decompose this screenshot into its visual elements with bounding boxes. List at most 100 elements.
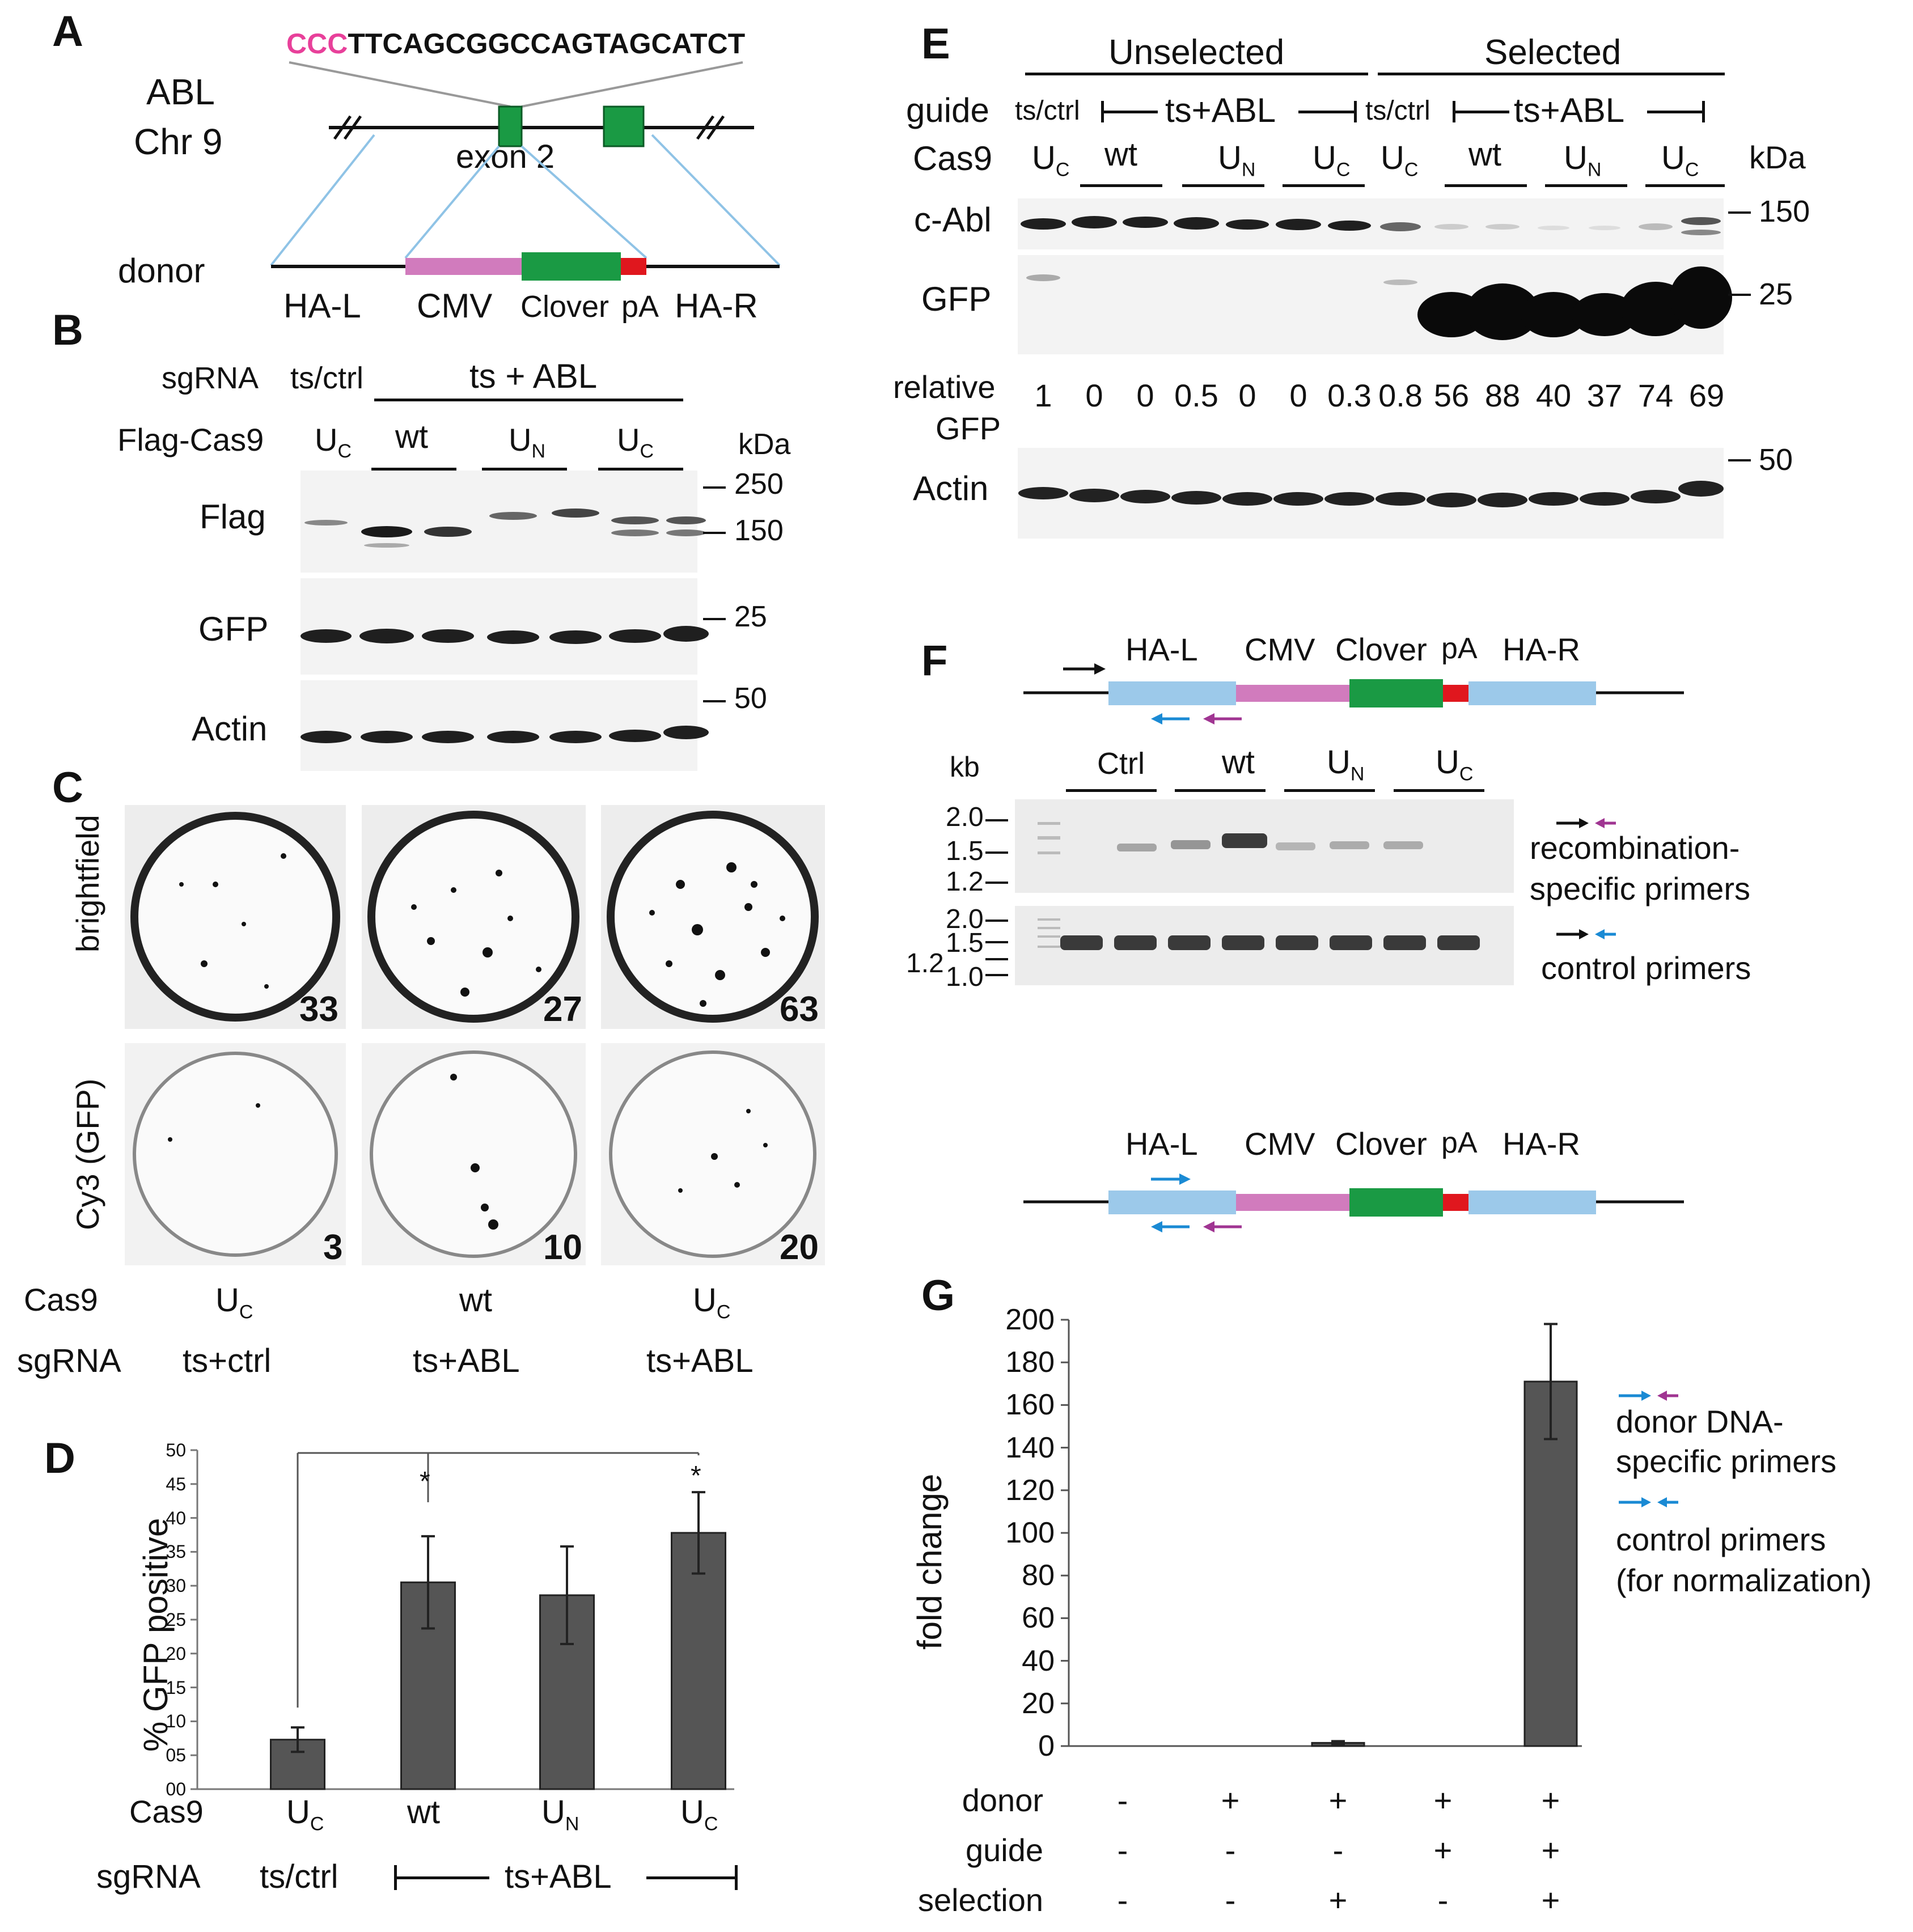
f-cmv-label: CMV <box>1245 632 1315 667</box>
marker-50-b: 50 <box>734 682 767 715</box>
guide-sequence: TTCAGCGGCCAGTAGCATCT <box>348 28 746 60</box>
guide-ctrl-unsel: ts/ctrl <box>1015 96 1080 126</box>
g-row-value: - <box>1117 1882 1128 1918</box>
g-ytick-label: 140 <box>1005 1431 1055 1464</box>
e-cas9-3: UN <box>1218 139 1256 181</box>
d-ytick-label: 15 <box>166 1677 186 1698</box>
g-ytick-label: 200 <box>1005 1303 1055 1336</box>
g-bar <box>1097 1745 1149 1746</box>
relative-gfp-value: 0.8 <box>1378 378 1423 413</box>
g-ytick-label: 160 <box>1005 1388 1055 1422</box>
relative-gfp-value: 1 <box>1034 378 1052 413</box>
blot-row-gfp: GFP <box>198 610 269 648</box>
panel-label-a: A <box>52 7 83 56</box>
d-ytick-label: 20 <box>166 1643 186 1664</box>
g-row-value: - <box>1225 1832 1236 1868</box>
g-ytick-label: 100 <box>1005 1516 1055 1549</box>
e-cas9-2: wt <box>1104 136 1137 173</box>
e-cas9-4: UC <box>1313 139 1351 181</box>
g-har-label: HA-R <box>1503 1126 1580 1162</box>
sgrna-label-d: sgRNA <box>96 1858 201 1895</box>
sgrna-abl-label: ts + ABL <box>469 357 598 395</box>
relative-gfp-value: 0 <box>1085 378 1103 413</box>
g-legend-donor-1: donor DNA- <box>1616 1404 1784 1439</box>
g-bar <box>1417 1745 1469 1746</box>
blot-bands-b <box>301 509 709 743</box>
panel-label-b: B <box>52 306 83 354</box>
d-bars <box>270 1491 726 1790</box>
marker-25-b: 25 <box>734 600 767 633</box>
d-chart <box>191 1449 734 1790</box>
g-row-value: + <box>1221 1782 1240 1818</box>
d-ytick-label: 30 <box>166 1575 186 1596</box>
g-row-value: + <box>1541 1832 1560 1868</box>
g-bar <box>1204 1745 1256 1746</box>
marker-150-e: 150 <box>1759 194 1810 228</box>
ladder-bot-15: 1.5 <box>946 928 984 958</box>
d-ytick-label: 00 <box>166 1779 186 1799</box>
e-cas9-5: UC <box>1381 139 1419 181</box>
f-group-uc: UC <box>1436 744 1474 785</box>
g-construct-diagram <box>1023 1173 1684 1232</box>
relative-label-1: relative <box>893 369 996 405</box>
g-legend-donor-2: specific primers <box>1616 1443 1836 1479</box>
d-ytick-label: 10 <box>166 1711 186 1732</box>
g-ytick-label: 60 <box>1022 1601 1055 1635</box>
ladder-top-20: 2.0 <box>946 802 984 832</box>
g-row-value: - <box>1117 1832 1128 1868</box>
f-group-un: UN <box>1327 744 1365 785</box>
g-row-value: - <box>1437 1882 1449 1918</box>
recomb-label-2: specific primers <box>1530 871 1750 906</box>
cas9-d-1: UC <box>286 1794 324 1835</box>
panel-label-d: D <box>44 1434 75 1482</box>
abl-locus-diagram <box>270 61 781 281</box>
g-bar <box>1523 1380 1578 1747</box>
marker-250: 250 <box>734 468 784 501</box>
count-bright-2: 27 <box>543 990 582 1029</box>
ladder-top-12: 1.2 <box>946 867 984 897</box>
pa-label: pA <box>621 290 659 324</box>
blot-row-flag: Flag <box>200 498 266 536</box>
marker-25-e: 25 <box>1759 277 1793 311</box>
relative-gfp-value: 88 <box>1484 378 1521 413</box>
relative-gfp-value: 0.5 <box>1174 378 1218 413</box>
f-har-label: HA-R <box>1503 632 1580 667</box>
selected-label: Selected <box>1484 33 1622 72</box>
blot-row-actin: Actin <box>192 710 268 748</box>
donor-label: donor <box>118 252 205 290</box>
g-row-value: + <box>1541 1782 1560 1818</box>
cas9-uc-lane: UC <box>315 422 352 463</box>
panel-label-e: E <box>921 20 950 68</box>
kda-label-e: kDa <box>1749 139 1806 175</box>
d-ytick-label: 25 <box>166 1609 186 1630</box>
cas9-un-lane: UN <box>509 422 546 463</box>
colony-dishes <box>130 811 819 1258</box>
ladder-bot-20: 2.0 <box>946 904 984 934</box>
g-ytick-label: 20 <box>1022 1687 1055 1720</box>
gene-name: ABL <box>146 71 215 112</box>
g-hal-label: HA-L <box>1125 1126 1198 1162</box>
relative-gfp-value: 0 <box>1136 378 1154 413</box>
panel-label-g: G <box>921 1272 955 1320</box>
count-cy3-2: 10 <box>543 1228 582 1267</box>
relative-gfp-value: 40 <box>1535 378 1572 413</box>
kb-label: kb <box>950 751 980 783</box>
ladder-bot-12: 1.2 <box>906 948 944 978</box>
g-row-label: selection <box>917 1882 1043 1918</box>
blot-bands-e <box>1018 216 1732 507</box>
e-row-gfp: GFP <box>921 280 992 318</box>
d-ytick-label: 35 <box>166 1541 186 1562</box>
clover-label: Clover <box>520 290 610 324</box>
panel-label-c: C <box>52 764 83 812</box>
guide-ctrl-sel: ts/ctrl <box>1365 96 1430 126</box>
d-bar <box>671 1532 726 1790</box>
ladder-top-15: 1.5 <box>946 836 984 866</box>
d-ytick-label: 05 <box>166 1745 186 1766</box>
count-bright-3: 63 <box>780 990 819 1029</box>
d-ytick-label: 45 <box>166 1473 186 1494</box>
g-bars <box>1097 1323 1578 1747</box>
gfp-blot-b <box>301 578 697 675</box>
cas9-label-e: Cas9 <box>913 139 993 177</box>
control-primers-label-f: control primers <box>1541 950 1751 986</box>
